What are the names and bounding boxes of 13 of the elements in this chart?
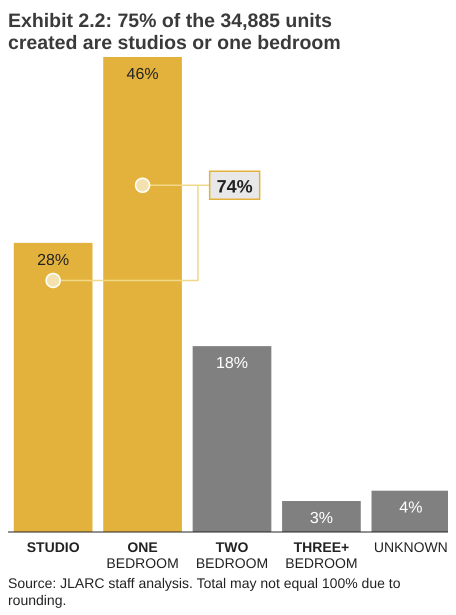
annotation: 74% (216, 176, 253, 196)
x-tick-label: UNKNOWN (374, 539, 448, 555)
data-label: 28% (37, 252, 70, 269)
x-tick-label: THREE+ BEDROOM (285, 539, 358, 571)
data-label: 3% (310, 510, 333, 528)
x-tick-label: ONE BEDROOM (106, 539, 179, 571)
data-label: 4% (399, 500, 422, 517)
chart-title: Exhibit 2.2: 75% of the 34,885 units created are studios or one bedroom (8, 10, 341, 54)
data-label: 46% (126, 66, 159, 83)
x-tick-label: STUDIO (26, 539, 80, 555)
x-tick-label: TWO BEDROOM (196, 539, 268, 571)
data-label: 18% (216, 355, 248, 372)
source-note: Source: JLARC staff analysis. Total may not equal 100% due to rounding. (8, 575, 401, 608)
